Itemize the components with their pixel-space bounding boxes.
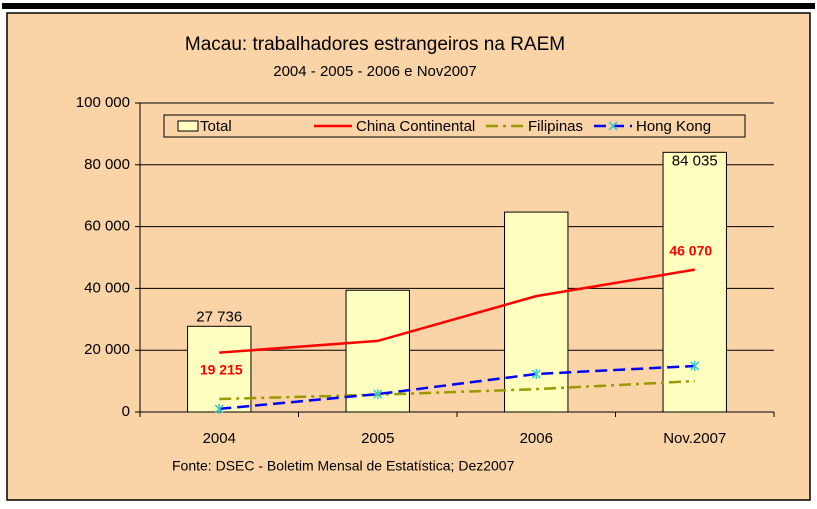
line-series [219, 268, 695, 354]
top-border [2, 3, 815, 9]
legend-label: China Continental [356, 118, 475, 135]
legend-marker [608, 121, 618, 131]
legend-box [163, 114, 746, 138]
line-series [219, 364, 695, 411]
bar [504, 211, 569, 413]
chart-title: Macau: trabalhadores estrangeiros na RAE… [185, 34, 565, 55]
y-tick-label: 80 000 [84, 156, 130, 173]
y-tick-label: 60 000 [84, 218, 130, 235]
line-value-label: 46 070 [669, 242, 712, 258]
line-marker [531, 368, 541, 379]
bar-value-label: 27 736 [196, 308, 242, 325]
x-tick-label: 2006 [520, 430, 553, 447]
y-tick-label: 40 000 [84, 279, 130, 296]
y-tick-label: 0 [122, 403, 130, 420]
source-note: Fonte: DSEC - Boletim Mensal de Estatíst… [172, 458, 515, 474]
chart-subtitle: 2004 - 2005 - 2006 e Nov2007 [273, 63, 477, 80]
legend-label: Hong Kong [636, 118, 711, 135]
line-series [219, 379, 695, 401]
legend-swatch [177, 120, 199, 132]
line-marker [214, 403, 224, 414]
y-tick-label: 100 000 [76, 94, 130, 111]
x-tick-label: 2005 [361, 430, 394, 447]
line-marker [373, 389, 383, 400]
x-tick-label: 2004 [203, 430, 236, 447]
x-tick-label: Nov.2007 [663, 430, 726, 447]
legend-label: Filipinas [528, 118, 583, 135]
bar [662, 151, 727, 413]
bar-value-label: 84 035 [672, 152, 718, 169]
legend-label: Total [200, 118, 232, 135]
y-tick-label: 20 000 [84, 341, 130, 358]
line-value-label: 19 215 [200, 361, 243, 377]
line-marker [690, 360, 700, 371]
